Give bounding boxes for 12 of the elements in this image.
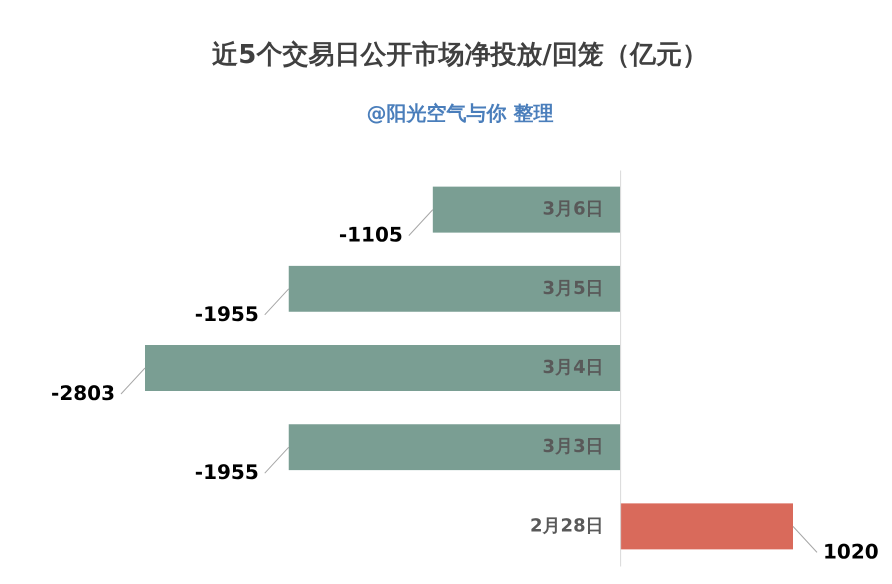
chart-subtitle: @阳光空气与你 整理 — [366, 101, 554, 125]
y-tick-label: 2月28日 — [530, 515, 604, 536]
data-label: -1105 — [338, 222, 403, 247]
data-label: -1955 — [194, 302, 259, 326]
y-tick-label: 3月4日 — [542, 357, 604, 378]
y-tick-label: 3月5日 — [542, 278, 604, 299]
y-tick-label: 3月3日 — [542, 436, 604, 458]
data-label: 1020 — [823, 539, 879, 564]
data-label: -1955 — [194, 460, 259, 484]
y-tick-label: 3月6日 — [542, 198, 604, 220]
chart-title: 近5个交易日公开市场净投放/回笼（亿元） — [212, 40, 708, 70]
data-label: -2803 — [51, 381, 115, 405]
